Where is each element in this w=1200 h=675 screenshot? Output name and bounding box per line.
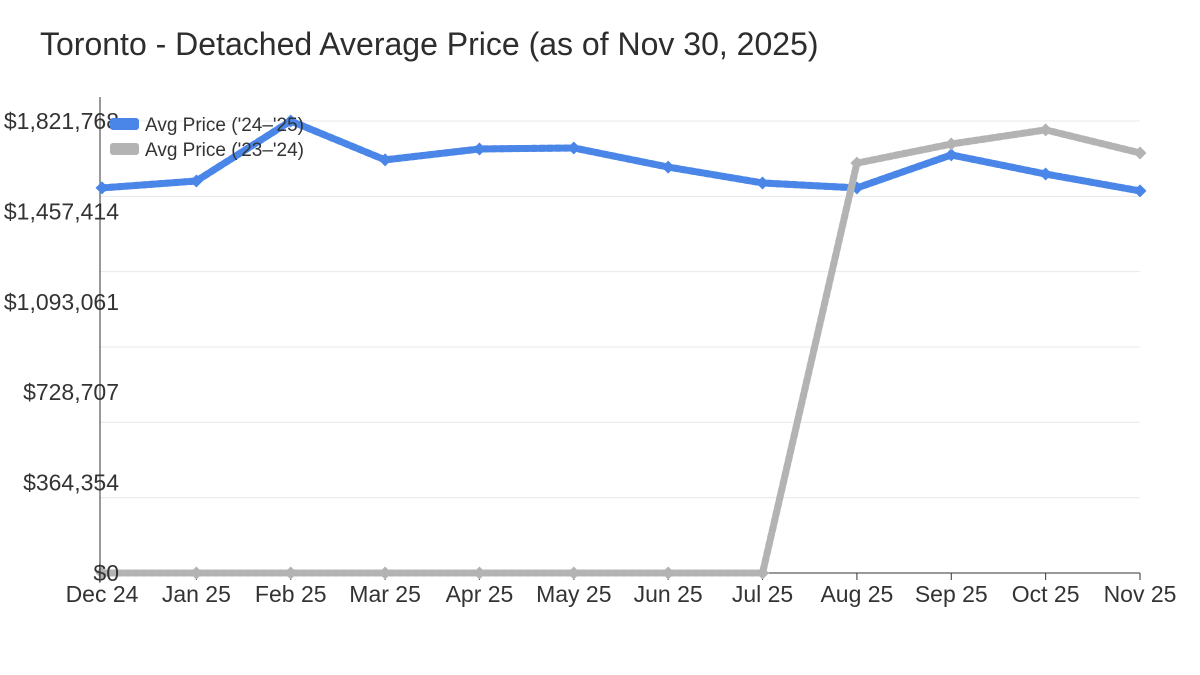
data-point-avg-price-24-25 xyxy=(472,142,486,156)
x-tick-label: Mar 25 xyxy=(349,581,421,607)
x-tick-label: Jun 25 xyxy=(634,581,703,607)
legend: Avg Price ('24–'25) Avg Price ('23–'24) xyxy=(110,115,304,161)
legend-label-avg-price-24-25: Avg Price ('24–'25) xyxy=(145,115,304,136)
y-tick-label: $1,093,061 xyxy=(4,289,119,315)
data-point-avg-price-23-24 xyxy=(284,566,298,580)
data-point-avg-price-24-25 xyxy=(378,153,392,167)
series-line-avg-price-24-25 xyxy=(98,117,1144,195)
data-point-avg-price-24-25 xyxy=(756,176,770,190)
x-tick-label: Aug 25 xyxy=(820,581,893,607)
data-point-avg-price-24-25 xyxy=(944,148,958,162)
data-point-avg-price-24-25 xyxy=(661,160,675,174)
chart-title: Toronto - Detached Average Price (as of … xyxy=(40,26,819,62)
y-tick-label: $0 xyxy=(93,560,119,586)
data-point-avg-price-24-25 xyxy=(189,174,203,188)
data-point-avg-price-23-24 xyxy=(661,566,675,580)
data-point-avg-price-23-24 xyxy=(756,566,770,580)
data-point-avg-price-23-24 xyxy=(189,566,203,580)
legend-swatch-avg-price-24-25 xyxy=(110,118,139,130)
data-point-avg-price-23-24 xyxy=(378,566,392,580)
data-point-avg-price-23-24 xyxy=(567,566,581,580)
y-tick-label: $1,457,414 xyxy=(4,198,119,224)
data-point-avg-price-23-24 xyxy=(1133,146,1147,160)
x-tick-label: Jan 25 xyxy=(162,581,231,607)
data-point-avg-price-23-24 xyxy=(95,566,109,580)
data-point-avg-price-23-24 xyxy=(944,137,958,151)
data-point-avg-price-24-25 xyxy=(567,141,581,155)
legend-swatch-avg-price-23-24 xyxy=(110,143,139,155)
data-point-avg-price-23-24 xyxy=(1039,123,1053,137)
data-point-avg-price-24-25 xyxy=(1039,167,1053,181)
x-tick-label: Dec 24 xyxy=(66,581,139,607)
series-line-avg-price-23-24 xyxy=(98,126,1144,577)
x-tick-label: Sep 25 xyxy=(915,581,988,607)
data-point-avg-price-23-24 xyxy=(472,566,486,580)
data-point-avg-price-23-24 xyxy=(850,156,864,170)
data-point-avg-price-24-25 xyxy=(95,181,109,195)
x-tick-label: May 25 xyxy=(536,581,611,607)
x-tick-label: Feb 25 xyxy=(255,581,327,607)
y-tick-label: $1,821,768 xyxy=(4,108,119,134)
data-point-avg-price-24-25 xyxy=(284,114,298,128)
legend-label-avg-price-23-24: Avg Price ('23–'24) xyxy=(145,140,304,161)
y-tick-label: $364,354 xyxy=(23,470,119,496)
x-tick-label: Apr 25 xyxy=(446,581,514,607)
x-tick-label: Oct 25 xyxy=(1012,581,1080,607)
x-tick-label: Jul 25 xyxy=(732,581,793,607)
data-point-avg-price-24-25 xyxy=(1133,184,1147,198)
y-tick-label: $728,707 xyxy=(23,379,119,405)
x-tick-label: Nov 25 xyxy=(1104,581,1177,607)
